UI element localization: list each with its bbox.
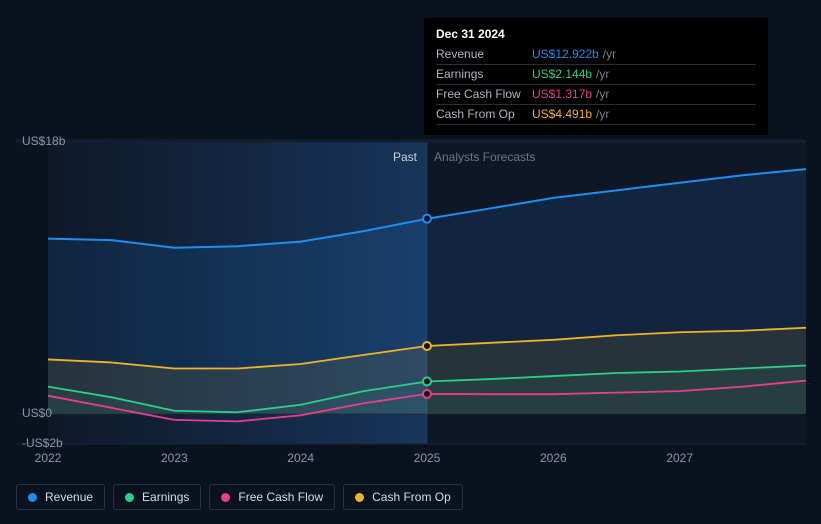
- tooltip-value: US$12.922b: [532, 46, 599, 63]
- x-axis-label: 2026: [540, 451, 567, 465]
- tooltip-row: Cash From OpUS$4.491b/yr: [436, 105, 756, 125]
- tooltip-value: US$2.144b: [532, 66, 592, 83]
- x-axis-label: 2022: [35, 451, 62, 465]
- tooltip-date: Dec 31 2024: [436, 26, 756, 43]
- tooltip-label: Cash From Op: [436, 106, 532, 123]
- legend-dot-icon: [355, 493, 364, 502]
- y-axis-label: US$0: [22, 406, 52, 420]
- legend: Revenue Earnings Free Cash Flow Cash From O…: [16, 484, 463, 510]
- tooltip-label: Earnings: [436, 66, 532, 83]
- tooltip-unit: /yr: [596, 86, 609, 103]
- tooltip-unit: /yr: [596, 66, 609, 83]
- legend-label: Cash From Op: [372, 490, 451, 504]
- legend-label: Revenue: [45, 490, 93, 504]
- x-axis-label: 2025: [414, 451, 441, 465]
- chart-tooltip: Dec 31 2024RevenueUS$12.922b/yrEarningsU…: [424, 18, 768, 135]
- segment-label-forecast: Analysts Forecasts: [434, 150, 535, 164]
- tooltip-label: Free Cash Flow: [436, 86, 532, 103]
- tooltip-row: EarningsUS$2.144b/yr: [436, 65, 756, 85]
- legend-dot-icon: [221, 493, 230, 502]
- legend-dot-icon: [28, 493, 37, 502]
- legend-label: Free Cash Flow: [238, 490, 323, 504]
- y-axis-label: -US$2b: [22, 436, 63, 450]
- tooltip-value: US$1.317b: [532, 86, 592, 103]
- legend-dot-icon: [125, 493, 134, 502]
- x-axis-label: 2024: [287, 451, 314, 465]
- segment-label-past: Past: [393, 150, 417, 164]
- x-axis-label: 2027: [666, 451, 693, 465]
- y-axis-label: US$18b: [22, 134, 65, 148]
- tooltip-unit: /yr: [596, 106, 609, 123]
- tooltip-value: US$4.491b: [532, 106, 592, 123]
- legend-item-cash_op[interactable]: Cash From Op: [343, 484, 463, 510]
- marker-cash_op: [423, 342, 431, 350]
- tooltip-label: Revenue: [436, 46, 532, 63]
- legend-item-revenue[interactable]: Revenue: [16, 484, 105, 510]
- legend-item-fcf[interactable]: Free Cash Flow: [209, 484, 335, 510]
- marker-revenue: [423, 215, 431, 223]
- tooltip-row: Free Cash FlowUS$1.317b/yr: [436, 85, 756, 105]
- tooltip-unit: /yr: [603, 46, 616, 63]
- legend-item-earnings[interactable]: Earnings: [113, 484, 201, 510]
- legend-label: Earnings: [142, 490, 189, 504]
- marker-fcf: [423, 390, 431, 398]
- tooltip-row: RevenueUS$12.922b/yr: [436, 45, 756, 65]
- x-axis-label: 2023: [161, 451, 188, 465]
- marker-earnings: [423, 377, 431, 385]
